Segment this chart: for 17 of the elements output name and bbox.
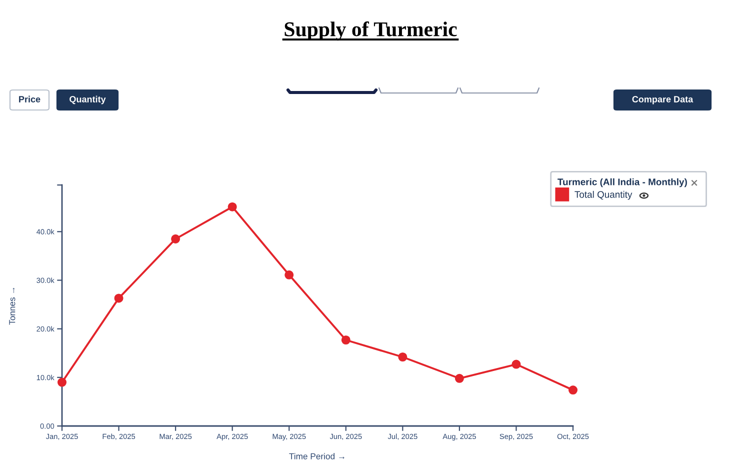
point [114, 294, 124, 303]
text: Price [19, 96, 40, 102]
point [341, 335, 350, 345]
point [568, 386, 578, 395]
legend-label: Total Quantity [574, 190, 632, 200]
point [398, 352, 408, 362]
legend-title: Turmeric (All India - Monthly) [558, 178, 687, 188]
text: Compare Data [632, 96, 694, 104]
point [454, 374, 464, 383]
y-axis-title: Tonnes → [9, 288, 16, 325]
x-axis-title: Time Period → [289, 453, 344, 460]
point [228, 202, 237, 212]
text: Quantity [70, 96, 106, 104]
point [284, 270, 294, 280]
point [171, 234, 180, 244]
point [57, 378, 67, 387]
point [512, 360, 521, 369]
